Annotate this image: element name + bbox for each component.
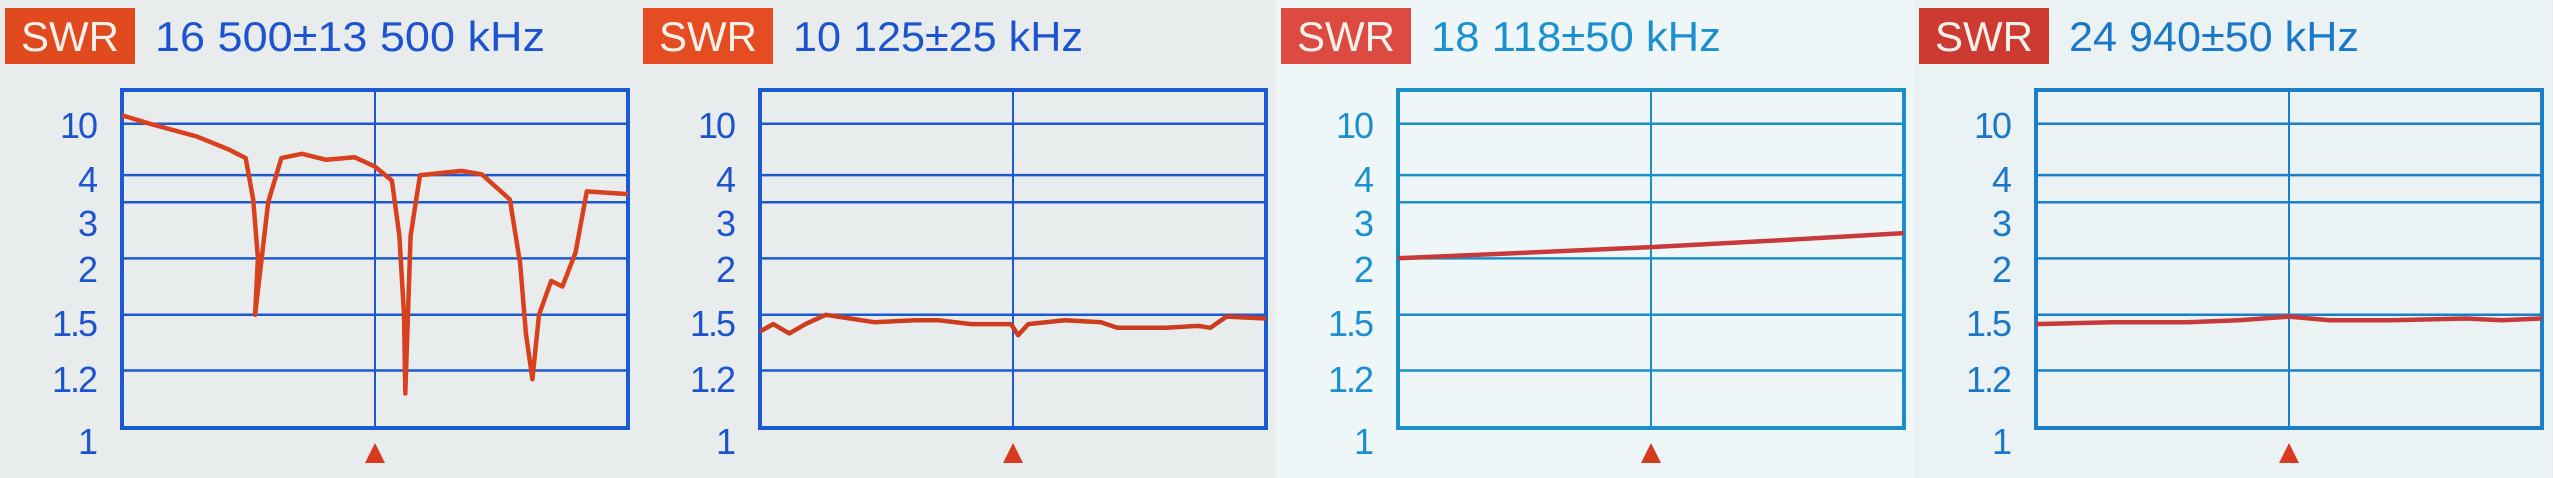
- y-tick-label: 1.5: [52, 303, 97, 344]
- screen-background: [1914, 0, 2552, 478]
- swr-badge-label: SWR: [1297, 13, 1395, 60]
- y-tick-label: 2: [78, 249, 97, 290]
- y-tick-label: 3: [78, 203, 97, 244]
- screen-background: [638, 0, 1276, 478]
- y-tick-label: 4: [1354, 159, 1373, 200]
- swr-panel-17m: SWR 18 118±50 kHz 10 4 3 2 1.5 1.2 1: [1276, 0, 1914, 478]
- swr-panel-12m: SWR 24 940±50 kHz 10 4 3 2 1.5 1.2 1: [1914, 0, 2552, 478]
- swr-trace: [121, 113, 629, 396]
- y-tick-label: 1.5: [1966, 303, 2011, 344]
- center-frequency-marker-icon: [365, 443, 385, 463]
- y-tick-label: 1.2: [52, 359, 97, 400]
- y-tick-label: 2: [1354, 249, 1373, 290]
- y-tick-label: 1: [1992, 421, 2011, 462]
- screen-background: [0, 0, 638, 478]
- swr-chart: SWR 10 125±25 kHz 10 43 2 1.5 1.2 1: [638, 0, 1276, 478]
- y-tick-label: 4: [1992, 159, 2011, 200]
- y-tick-label: 1: [1354, 421, 1373, 462]
- y-tick-label: 3: [1354, 203, 1373, 244]
- y-tick-label: 1: [716, 421, 735, 462]
- swr-panel-wideband: SWR 16 500±13 500 kHz 10 4 3 2 1.5 1.2 1: [0, 0, 638, 478]
- y-tick-label: 1.5: [1328, 303, 1373, 344]
- center-frequency-marker-icon: [2279, 443, 2299, 463]
- y-tick-label: 3: [1992, 203, 2011, 244]
- y-tick-label: 4: [716, 159, 735, 200]
- y-tick-label: 1.2: [1966, 359, 2011, 400]
- y-tick-label: 10: [1974, 105, 2011, 146]
- frequency-range-title: 10 125±25 kHz: [793, 13, 1083, 60]
- swr-badge-label: SWR: [21, 13, 119, 60]
- swr-chart: SWR 16 500±13 500 kHz 10 43 2 1.5 1.2 1: [0, 0, 638, 478]
- y-tick-label: 10: [698, 105, 735, 146]
- swr-trace: [2035, 314, 2543, 327]
- swr-badge: [643, 8, 773, 64]
- center-frequency-marker-icon: [1641, 443, 1661, 463]
- y-tick-label: 10: [1336, 105, 1373, 146]
- y-tick-label: 10: [60, 105, 97, 146]
- swr-chart: SWR 24 940±50 kHz 10 43 2 1.5 1.2 1: [1914, 0, 2552, 478]
- swr-badge: [5, 8, 135, 64]
- frequency-range-title: 24 940±50 kHz: [2069, 13, 2359, 60]
- swr-panel-30m: SWR 10 125±25 kHz 10 4 3 2 1.5 1.2 1: [638, 0, 1276, 478]
- frequency-range-title: 18 118±50 kHz: [1431, 13, 1721, 60]
- y-tick-label: 1.5: [690, 303, 735, 344]
- y-tick-label: 2: [1992, 249, 2011, 290]
- swr-badge-label: SWR: [659, 13, 757, 60]
- swr-badge: [1281, 8, 1411, 64]
- frequency-range-title: 16 500±13 500 kHz: [155, 13, 545, 60]
- y-tick-label: 4: [78, 159, 97, 200]
- y-tick-label: 1.2: [1328, 359, 1373, 400]
- swr-badge-label: SWR: [1935, 13, 2033, 60]
- y-tick-label: 1: [78, 421, 97, 462]
- y-tick-label: 1.2: [690, 359, 735, 400]
- y-tick-label: 2: [716, 249, 735, 290]
- center-frequency-marker-icon: [1003, 443, 1023, 463]
- swr-badge: [1919, 8, 2049, 64]
- swr-chart: SWR 18 118±50 kHz 10 43 2 1.5 1.2 1: [1276, 0, 1914, 478]
- y-tick-label: 3: [716, 203, 735, 244]
